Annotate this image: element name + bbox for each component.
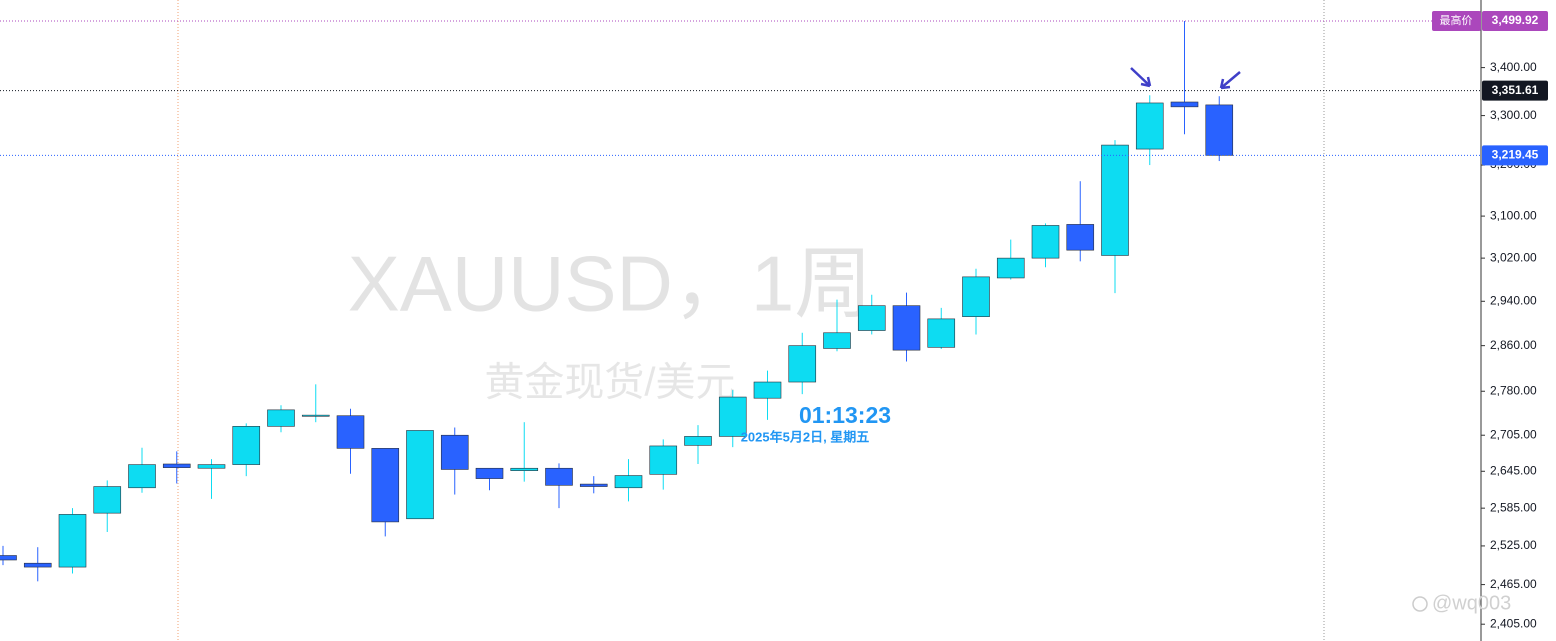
candle-body xyxy=(1066,224,1095,251)
y-tick-label: 2,405.00 xyxy=(1490,616,1537,630)
candle-body xyxy=(301,414,330,417)
y-tick-label: 2,940.00 xyxy=(1490,293,1537,307)
candle-body xyxy=(232,426,261,465)
candle-body xyxy=(996,257,1025,279)
y-tick-label: 3,300.00 xyxy=(1490,108,1537,122)
y-tick-label: 3,100.00 xyxy=(1490,208,1537,222)
y-tick-label: 2,780.00 xyxy=(1490,383,1537,397)
candle-body xyxy=(371,448,400,523)
candle-body xyxy=(962,276,990,317)
candle-body xyxy=(545,467,573,486)
y-tick-label: 2,860.00 xyxy=(1490,338,1537,352)
candle-body xyxy=(93,486,122,514)
candle-body xyxy=(475,467,504,479)
candle-body xyxy=(440,434,469,470)
price-lines: 3,499.92 最高价 3,351.61 3,219.45 xyxy=(0,11,1548,166)
candle-body xyxy=(788,345,817,383)
candle-body xyxy=(579,483,608,487)
countdown: 01:13:23 xyxy=(799,402,891,428)
candle-body xyxy=(162,463,191,468)
price-line-name: 最高价 xyxy=(1440,13,1473,27)
candle-body xyxy=(58,514,87,568)
candle-body xyxy=(336,415,365,449)
author-watermark: @wq003 xyxy=(1412,592,1511,614)
date-label: 2025年5月2日, 星期五 xyxy=(741,429,870,444)
candle-body xyxy=(1205,104,1234,156)
candle-body xyxy=(0,555,17,561)
symbol-watermark: XAUUSD，1周 xyxy=(348,240,872,328)
price-label-box xyxy=(1482,145,1548,166)
candle-body xyxy=(649,445,678,475)
candle-body xyxy=(1101,144,1129,256)
candle-body xyxy=(197,464,226,469)
logo xyxy=(1412,596,1428,612)
arrow xyxy=(1219,71,1241,90)
y-tick-label: 2,585.00 xyxy=(1490,500,1537,514)
y-tick-label: 3,020.00 xyxy=(1490,250,1537,264)
price-label: 3,351.61 xyxy=(1492,83,1539,97)
candle-body xyxy=(510,467,539,471)
y-tick-label: 2,465.00 xyxy=(1490,577,1537,591)
candle-body xyxy=(406,430,434,520)
author: @wq003 xyxy=(1432,592,1511,614)
candle-body xyxy=(927,318,956,348)
candle-body xyxy=(823,332,851,349)
y-tick-label: 2,705.00 xyxy=(1490,427,1537,441)
candle-body xyxy=(1031,225,1060,259)
candle-body xyxy=(892,305,921,351)
y-tick-label: 2,525.00 xyxy=(1490,538,1537,552)
candle-body xyxy=(753,381,782,399)
y-tick-label: 2,645.00 xyxy=(1490,463,1537,477)
price-label-box xyxy=(1482,80,1548,101)
price-label-box xyxy=(1482,11,1548,32)
candle-body xyxy=(614,475,643,489)
candle-body xyxy=(718,396,747,437)
candle-body xyxy=(1170,101,1199,108)
y-tick-label: 3,400.00 xyxy=(1490,60,1537,74)
arrow xyxy=(1130,67,1152,88)
description-watermark: 黄金现货/美元 xyxy=(484,361,735,405)
plot xyxy=(0,21,1234,582)
candle-body xyxy=(857,305,886,331)
candle-body xyxy=(128,464,156,489)
candle-body xyxy=(23,562,52,568)
price-line-name-box xyxy=(1432,11,1481,32)
price-label: 3,219.45 xyxy=(1492,147,1539,161)
candle-body xyxy=(267,409,295,427)
candle-body xyxy=(684,436,712,446)
price-label: 3,499.92 xyxy=(1492,13,1539,27)
arrow-annotations xyxy=(1130,67,1241,90)
candle-body xyxy=(1135,102,1164,150)
